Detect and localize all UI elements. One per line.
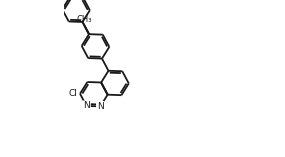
Text: Cl: Cl bbox=[68, 89, 77, 98]
Text: CH₃: CH₃ bbox=[77, 15, 92, 24]
Text: N: N bbox=[83, 101, 90, 110]
Text: N: N bbox=[97, 102, 104, 111]
